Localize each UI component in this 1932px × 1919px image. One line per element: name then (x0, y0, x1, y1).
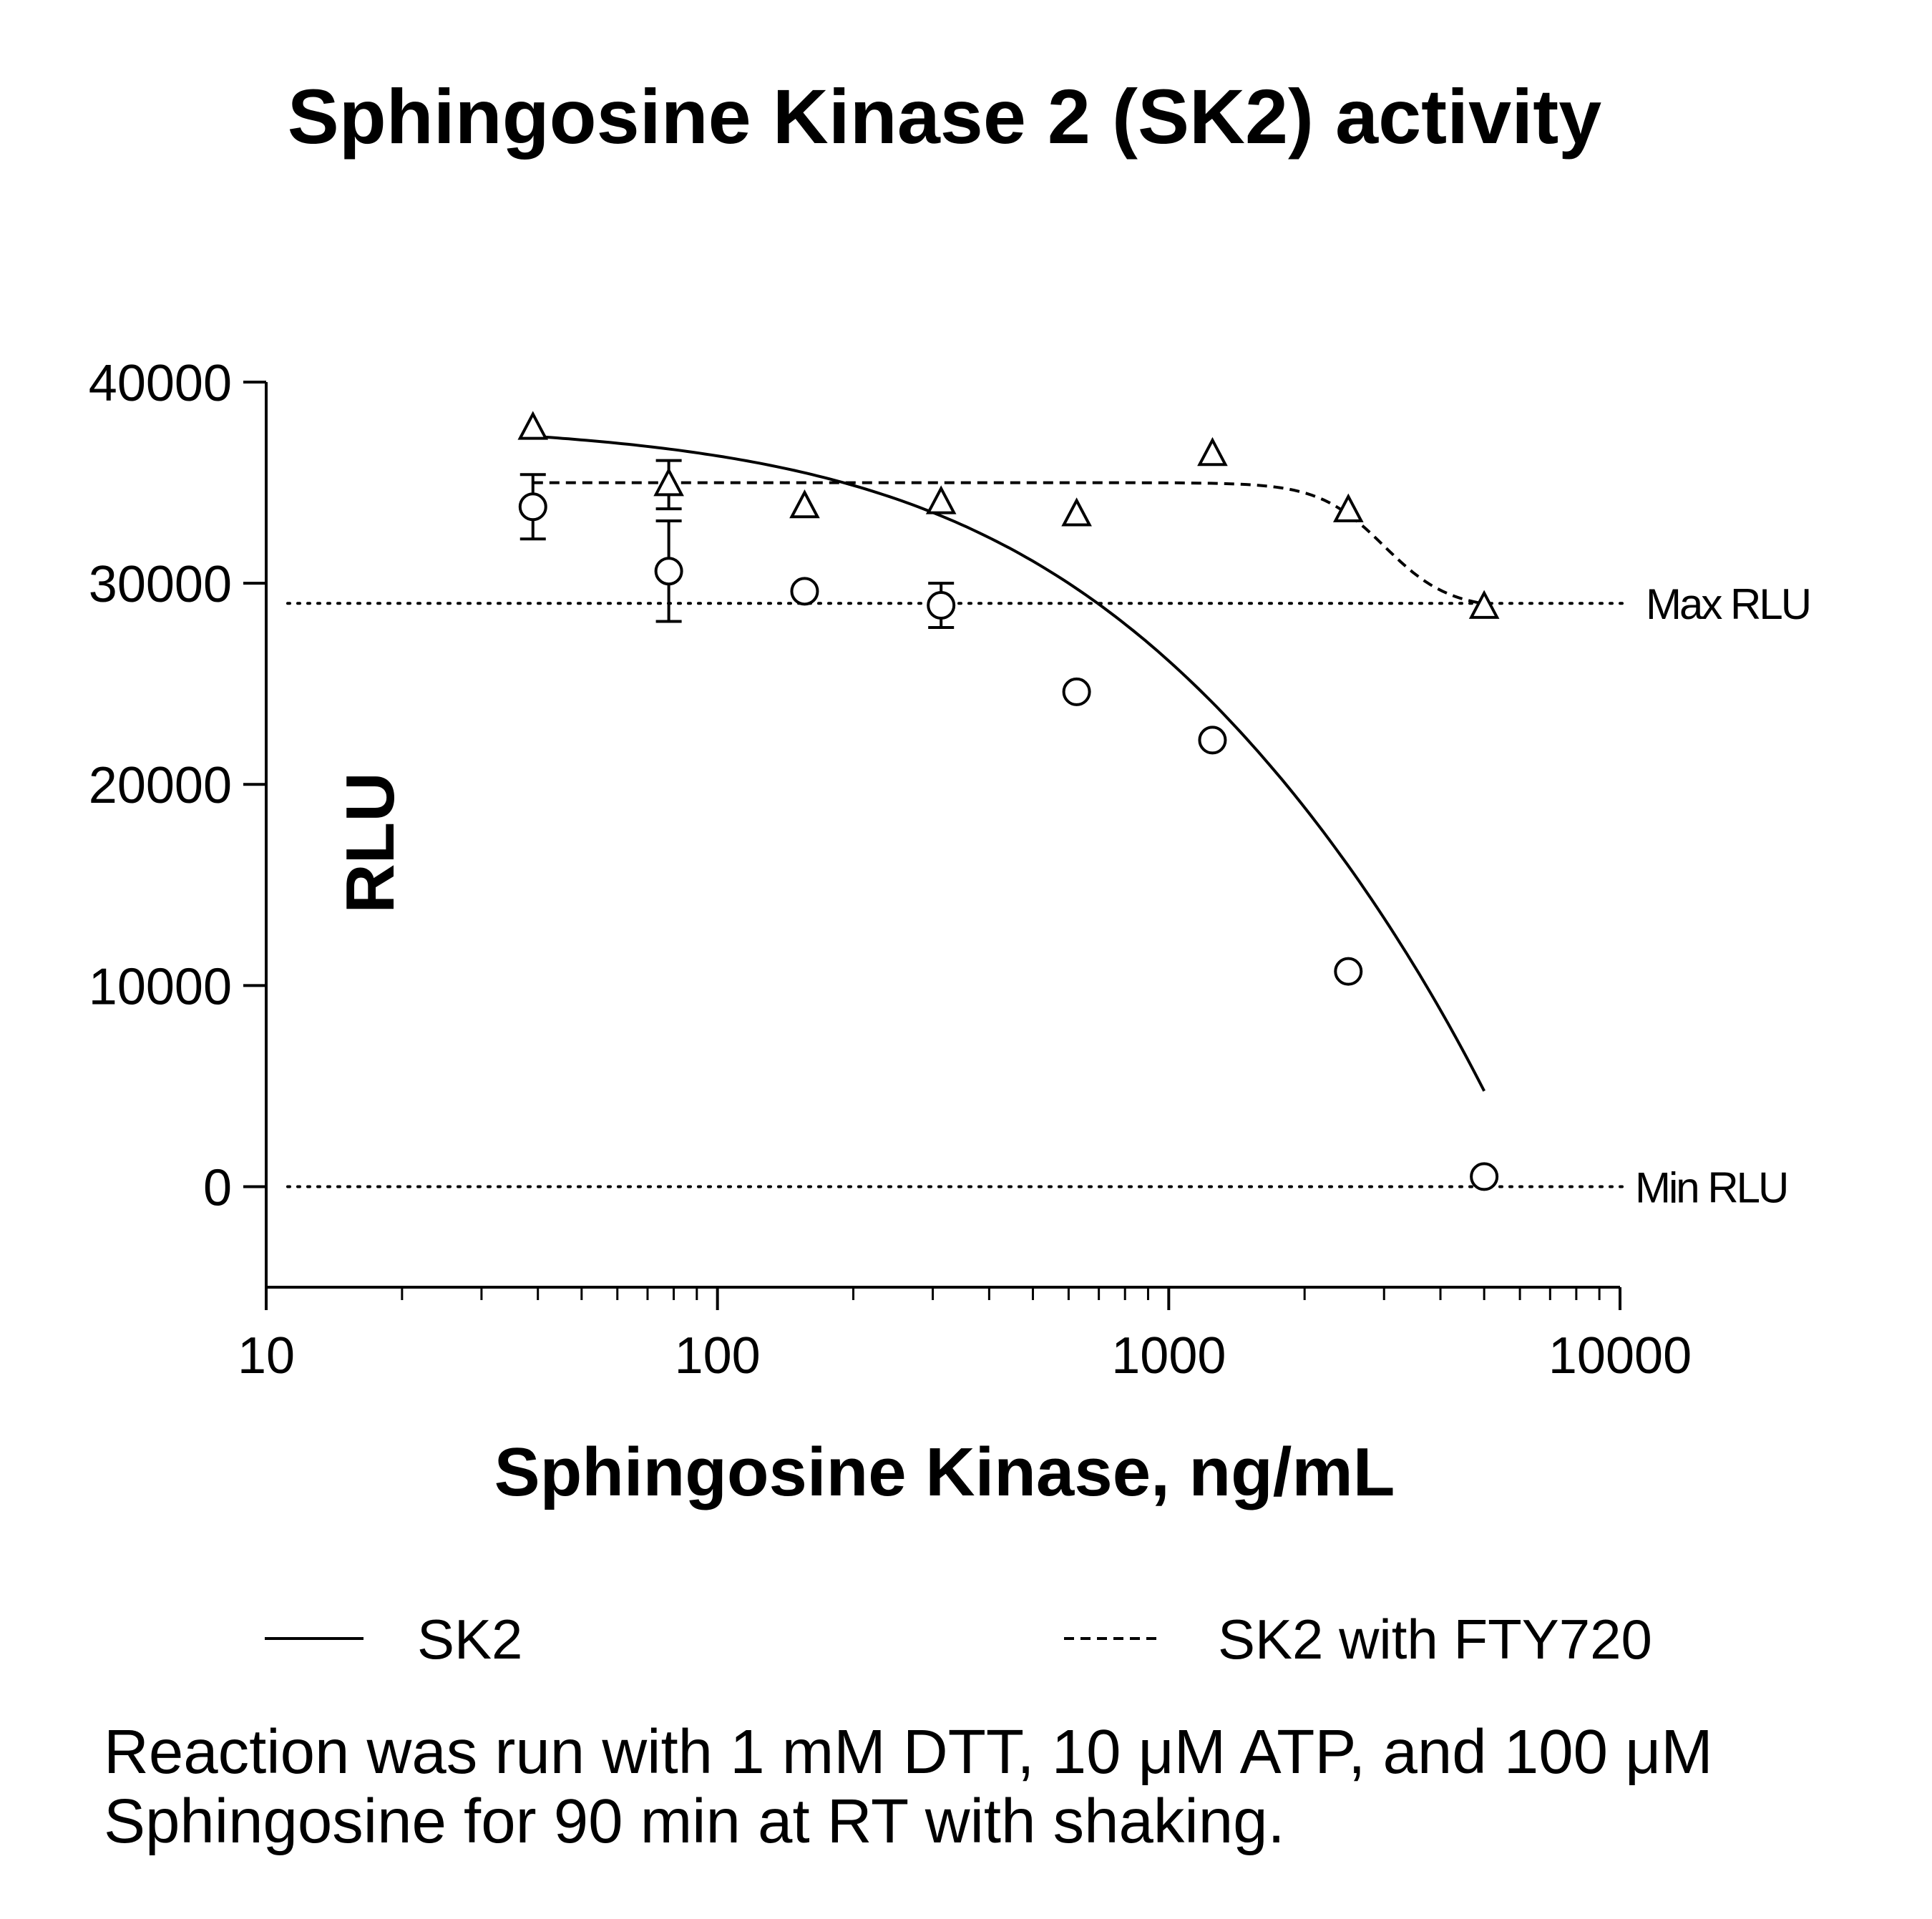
data-markers (517, 411, 1500, 1191)
x-tick-label: 10000 (1548, 1327, 1692, 1385)
x-tick-label: 10 (238, 1327, 295, 1385)
data-point-sk2-fty720 (1332, 493, 1364, 522)
legend-label-sk2-fty720: SK2 with FTY720 (1218, 1608, 1652, 1671)
data-point-sk2-fty720 (1061, 497, 1092, 527)
axes: 0 10000 20000 30000 40000 10 100 1000 10000 (89, 355, 1692, 1385)
data-point-sk2 (1198, 726, 1227, 755)
fit-curves (532, 434, 1485, 1092)
data-point-sk2-fty720 (653, 467, 684, 497)
data-point-sk2-fty720 (1468, 590, 1500, 619)
data-point-sk2-fty720 (925, 485, 957, 514)
reference-line-label: Min RLU (1635, 1163, 1787, 1211)
fit-curve-sk2 (532, 434, 1485, 1092)
reference-lines: Max RLU Min RLU (286, 580, 1812, 1211)
reference-line-label: Max RLU (1646, 580, 1810, 628)
data-point-sk2 (654, 557, 683, 586)
y-tick-label: 30000 (89, 556, 232, 613)
x-tick-label: 100 (675, 1327, 761, 1385)
y-tick-label: 20000 (89, 757, 232, 814)
data-point-sk2 (1062, 677, 1091, 706)
reaction-note: Reaction was run with 1 mM DTT, 10 μM AT… (104, 1717, 1893, 1856)
data-point-sk2 (518, 492, 547, 522)
fit-curve-sk2-fty720 (532, 481, 1485, 605)
data-point-sk2-fty720 (517, 411, 549, 440)
data-point-sk2 (790, 577, 819, 606)
legend: SK2 SK2 with FTY720 (265, 1608, 1652, 1671)
y-tick-label: 0 (203, 1159, 232, 1216)
data-point-sk2-fty720 (1197, 436, 1228, 467)
y-axis-label: RLU (332, 772, 409, 913)
chart-title: Sphingosine Kinase 2 (SK2) activity (288, 73, 1601, 160)
legend-label-sk2: SK2 (417, 1608, 522, 1671)
x-axis-label: Sphingosine Kinase, ng/mL (494, 1434, 1395, 1510)
x-tick-label: 1000 (1111, 1327, 1226, 1385)
data-point-sk2 (1334, 957, 1363, 986)
y-tick-label: 40000 (89, 355, 232, 412)
data-point-sk2 (927, 591, 956, 620)
data-point-sk2-fty720 (789, 489, 820, 519)
y-tick-label: 10000 (89, 958, 232, 1015)
data-point-sk2 (1470, 1162, 1499, 1191)
note-line-2: Sphingosine for 90 min at RT with shakin… (104, 1787, 1285, 1856)
note-line-1: Reaction was run with 1 mM DTT, 10 μM AT… (104, 1717, 1713, 1787)
